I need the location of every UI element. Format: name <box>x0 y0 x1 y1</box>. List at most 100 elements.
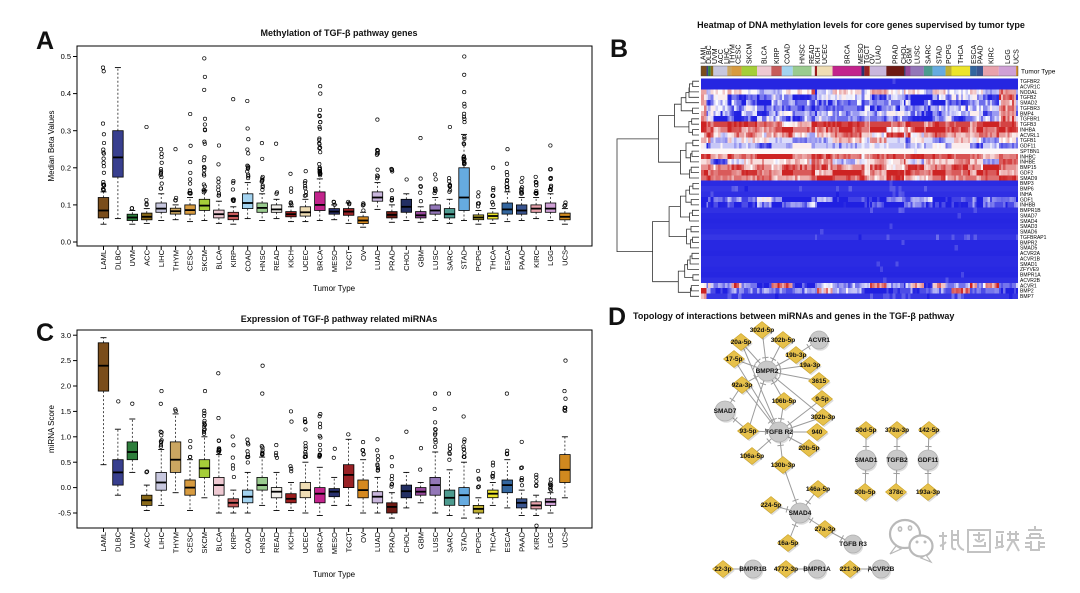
svg-text:SKCM: SKCM <box>200 532 209 554</box>
svg-text:LUSC: LUSC <box>431 249 440 270</box>
svg-text:STAD: STAD <box>937 46 944 64</box>
svg-text:3.0: 3.0 <box>61 331 71 340</box>
svg-text:CESC: CESC <box>736 45 743 64</box>
svg-text:SMAD4: SMAD4 <box>789 510 812 517</box>
svg-text:0.1: 0.1 <box>61 201 71 210</box>
svg-text:THCA: THCA <box>489 532 498 552</box>
svg-text:OV: OV <box>359 250 368 261</box>
svg-text:0.3: 0.3 <box>61 126 71 135</box>
svg-text:SMAD1: SMAD1 <box>855 457 878 464</box>
svg-text:THCA: THCA <box>958 45 965 64</box>
svg-text:TGCT: TGCT <box>344 250 353 271</box>
svg-text:ACVR2B: ACVR2B <box>868 566 895 573</box>
svg-text:HNSC: HNSC <box>258 531 267 553</box>
svg-text:142-5p: 142-5p <box>919 427 940 434</box>
svg-text:27a-3p: 27a-3p <box>815 526 836 533</box>
svg-text:D: D <box>608 303 626 331</box>
svg-text:BLCA: BLCA <box>762 45 769 64</box>
svg-text:UCS: UCS <box>1013 49 1020 64</box>
svg-text:UVM: UVM <box>128 250 137 267</box>
svg-text:UCEC: UCEC <box>301 249 310 271</box>
svg-text:ESCA: ESCA <box>503 250 512 270</box>
svg-text:LAML: LAML <box>99 532 108 552</box>
svg-text:THYM: THYM <box>171 532 180 553</box>
svg-text:940: 940 <box>812 429 823 436</box>
svg-text:BLCA: BLCA <box>215 532 224 552</box>
svg-text:TGFB R2: TGFB R2 <box>765 429 793 436</box>
svg-text:BMPR2: BMPR2 <box>756 368 779 375</box>
svg-text:BRCA: BRCA <box>316 250 325 271</box>
svg-text:302b-5p: 302b-5p <box>771 337 796 344</box>
svg-text:22-3p: 22-3p <box>715 566 732 573</box>
svg-text:LIHC: LIHC <box>157 531 166 549</box>
svg-text:0.0: 0.0 <box>61 238 71 247</box>
svg-text:UCS: UCS <box>561 532 570 548</box>
svg-text:UVM: UVM <box>128 532 137 549</box>
svg-text:miRNA Score: miRNA Score <box>47 404 56 453</box>
svg-text:GBM: GBM <box>416 532 425 549</box>
svg-text:A: A <box>36 27 54 55</box>
svg-text:LUAD: LUAD <box>373 531 382 552</box>
svg-text:302d-5p: 302d-5p <box>750 327 775 334</box>
svg-text:SARC: SARC <box>926 45 933 64</box>
svg-text:TGCT: TGCT <box>344 532 353 553</box>
svg-text:92a-3p: 92a-3p <box>732 382 753 389</box>
svg-text:3615: 3615 <box>812 378 827 385</box>
svg-text:ACVR1: ACVR1 <box>808 337 830 344</box>
svg-text:SKCM: SKCM <box>747 44 754 64</box>
svg-text:STAD: STAD <box>460 249 469 269</box>
svg-text:STAD: STAD <box>460 531 469 551</box>
svg-text:HNSC: HNSC <box>800 44 807 64</box>
svg-text:BMP7: BMP7 <box>1020 294 1034 300</box>
svg-text:Heatmap of DNA methylation lev: Heatmap of DNA methylation levels for co… <box>697 20 1025 30</box>
svg-text:30d-5p: 30d-5p <box>856 427 877 434</box>
svg-text:SKCM: SKCM <box>200 250 209 272</box>
svg-text:BLCA: BLCA <box>215 250 224 270</box>
svg-text:Tumor Type: Tumor Type <box>1021 69 1056 76</box>
svg-text:THCA: THCA <box>489 250 498 270</box>
svg-text:146a-5p: 146a-5p <box>806 486 830 493</box>
svg-text:BRCA: BRCA <box>316 532 325 553</box>
svg-text:UCEC: UCEC <box>822 44 829 64</box>
svg-text:0.2: 0.2 <box>61 163 71 172</box>
svg-text:OV: OV <box>359 532 368 543</box>
svg-text:302b-3p: 302b-3p <box>811 414 836 421</box>
svg-text:4772-3p: 4772-3p <box>774 566 798 573</box>
svg-text:UCS: UCS <box>561 250 570 266</box>
svg-text:Methylation of TGF-β pathway g: Methylation of TGF-β pathway genes <box>260 28 417 38</box>
svg-text:Topology of interactions betwe: Topology of interactions between miRNAs … <box>633 311 954 321</box>
svg-text:9-5p: 9-5p <box>815 396 828 403</box>
svg-text:PRAD: PRAD <box>388 531 397 552</box>
svg-text:Tumor Type: Tumor Type <box>313 570 356 579</box>
svg-text:2.0: 2.0 <box>61 382 71 391</box>
svg-text:0.5: 0.5 <box>61 458 71 467</box>
svg-text:KICH: KICH <box>815 47 822 64</box>
svg-text:17-5p: 17-5p <box>726 356 743 363</box>
svg-text:16a-5p: 16a-5p <box>778 540 799 547</box>
svg-text:PCPG: PCPG <box>474 532 483 553</box>
svg-text:READ: READ <box>272 531 281 552</box>
svg-text:MESO: MESO <box>330 250 339 272</box>
svg-text:CESC: CESC <box>186 531 195 552</box>
svg-text:378c: 378c <box>889 489 904 496</box>
svg-text:GBM: GBM <box>907 48 914 64</box>
svg-text:0.4: 0.4 <box>61 89 71 98</box>
svg-text:COAD: COAD <box>243 531 252 553</box>
svg-text:0.5: 0.5 <box>61 52 71 61</box>
svg-text:BRCA: BRCA <box>844 44 851 64</box>
svg-text:KIRP: KIRP <box>229 250 238 268</box>
svg-text:READ: READ <box>272 249 281 270</box>
svg-text:Median Beta Values: Median Beta Values <box>47 110 56 181</box>
svg-text:30b-5p: 30b-5p <box>855 489 876 496</box>
svg-text:LGG: LGG <box>1005 49 1012 64</box>
svg-text:PAAD: PAAD <box>517 531 526 551</box>
svg-text:106b-5p: 106b-5p <box>772 398 797 405</box>
svg-text:PCPG: PCPG <box>474 250 483 271</box>
svg-text:PRAD: PRAD <box>388 249 397 270</box>
svg-text:UCEC: UCEC <box>301 531 310 553</box>
svg-text:GBM: GBM <box>416 250 425 267</box>
svg-text:LUSC: LUSC <box>915 45 922 64</box>
svg-text:LGG: LGG <box>546 250 555 266</box>
svg-text:Expression of TGF-β pathway re: Expression of TGF-β pathway related miRN… <box>241 314 438 324</box>
svg-text:ACC: ACC <box>143 249 152 265</box>
